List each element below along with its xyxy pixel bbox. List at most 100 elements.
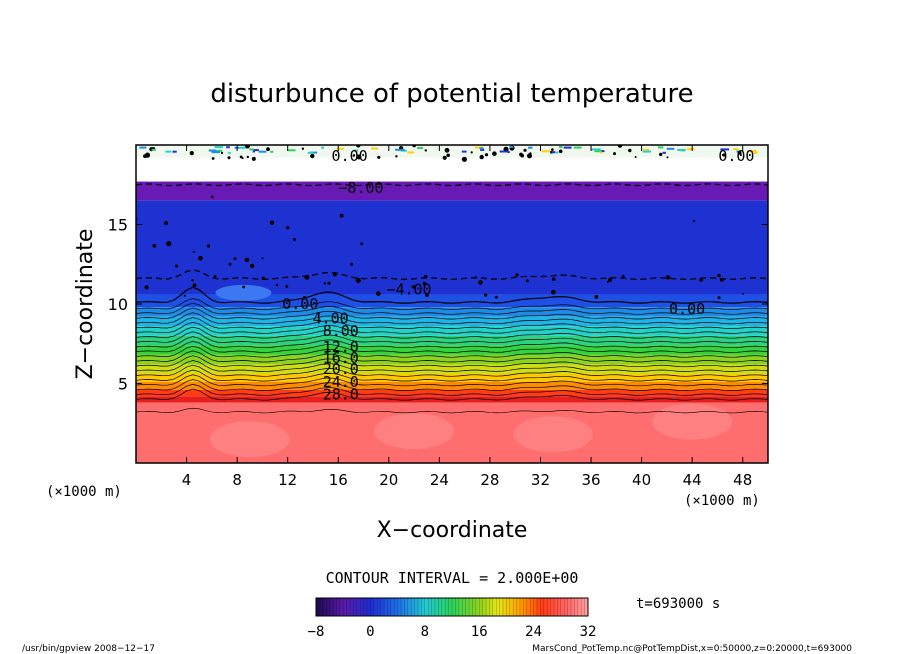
top-fringe-mark [687,148,695,151]
speckle [250,263,255,269]
top-fringe-mark [551,151,556,154]
colorbar-tick-label: 24 [525,624,542,640]
x-unit-right: (×1000 m) [684,493,760,509]
top-fringe-mark [555,151,559,154]
x-tick-label: 40 [632,471,651,489]
speckle [551,277,556,282]
noise-speckles [136,145,758,300]
speckle [425,293,429,297]
contour-line [136,302,768,315]
top-fringe-mark [599,151,602,154]
colorbar-tick-label: 8 [421,624,429,640]
color-band [136,181,768,201]
speckle [220,151,224,154]
contour-line [136,286,768,304]
speckle [144,285,149,290]
speckle [191,279,194,282]
top-fringe-mark [720,148,729,151]
speckle [606,281,609,283]
speckle [666,156,669,159]
contour-line [136,360,768,372]
contour-lines [136,183,768,414]
x-tick-label: 32 [531,471,550,489]
speckle [239,155,243,159]
speckle [422,281,427,286]
contour-line [136,364,768,377]
top-fringe-mark [336,147,344,150]
footer-right: MarsCond_PotTemp.nc@PotTempDist,x=0:5000… [532,644,852,654]
speckle [520,153,524,158]
contour-label: 0.00 [718,147,754,165]
x-axis: 4 8 12 16 20 24 28 32 36 40 44 48 [182,145,752,489]
color-band [136,354,768,365]
speckle [461,156,467,162]
speckle [227,156,231,160]
speckle [152,243,157,248]
color-band [136,200,768,295]
contour-line [136,317,768,329]
contour-line [136,298,768,310]
speckle [228,262,232,266]
top-fringe-mark [270,150,274,153]
speckle [301,147,305,150]
speckle [261,257,264,260]
speckle [444,147,450,153]
speckle [285,285,289,288]
speckle [286,226,290,230]
top-fringe-mark [310,151,318,154]
colorbar: −8 0 8 16 24 32 [308,597,596,640]
contour-line [136,331,768,344]
top-fringe-mark [747,150,757,153]
speckle [613,152,616,156]
contour-line [136,312,768,325]
speckle [360,242,364,246]
light-patch [209,421,290,458]
speckle [551,148,554,151]
contour-label: 12.0 [323,338,359,356]
speckle [376,291,381,296]
top-fringe-mark [642,150,651,153]
top-fringe-mark [249,148,254,151]
speckle [304,274,310,280]
speckle [719,277,724,282]
color-band [136,373,768,382]
colorbar-frame [315,597,589,617]
blue-cell [215,284,272,301]
top-fringe-mark [253,149,259,152]
plot-area [136,145,768,463]
x-tick-label: 24 [430,471,449,489]
speckle [166,241,172,247]
top-fringe-mark [601,150,605,153]
speckle [395,155,398,158]
top-fringe-mark [474,146,484,149]
contour-label: 16.0 [323,349,359,367]
color-band [136,389,768,397]
top-fringe-mark [509,146,514,148]
speckle [523,148,527,152]
top-fringe-mark [666,147,675,150]
top-fringe-mark [563,146,572,149]
speckle [717,296,721,300]
top-fringe-mark [307,151,314,154]
speckle [494,295,498,299]
speckle [424,274,428,279]
contour-line [136,355,768,368]
contour-line [136,388,768,401]
speckle [213,274,217,278]
top-fringe-mark [417,147,424,149]
speckle [442,155,447,160]
speckle [242,285,246,289]
color-band [136,316,768,327]
color-band [136,294,768,308]
contour-label: 24.0 [323,373,359,391]
speckle [478,280,483,285]
contour-line [136,307,768,320]
top-fringe-mark [226,146,230,149]
chart-title: disturbunce of potential temperature [210,79,693,109]
contour-line [136,350,768,363]
color-band [136,145,768,158]
top-fringe-mark [215,149,223,152]
contour-line [136,341,768,353]
top-fringe-mark [461,150,467,153]
speckle [269,220,275,225]
